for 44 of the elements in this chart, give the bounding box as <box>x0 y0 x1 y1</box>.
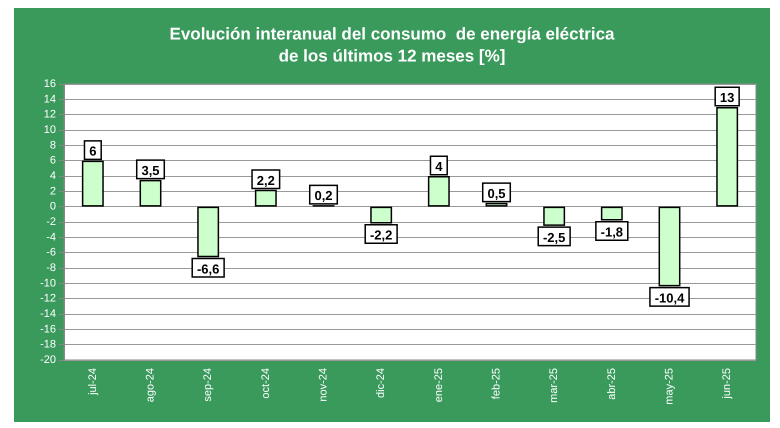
x-tick-label: jun-25 <box>721 368 734 400</box>
y-tick-label: 0 <box>50 200 56 213</box>
data-label: -1,8 <box>600 224 624 240</box>
y-tick-label: -8 <box>46 262 56 274</box>
x-tick-label: nov-24 <box>318 368 330 402</box>
y-tick-label: 2 <box>50 185 56 198</box>
x-tick-label: feb-25 <box>490 368 502 400</box>
data-label: -2,5 <box>542 230 566 245</box>
y-tick-label: -2 <box>46 216 56 228</box>
data-label: 4 <box>435 159 444 174</box>
data-label: 13 <box>720 90 734 105</box>
y-tick-label: 10 <box>44 124 56 136</box>
data-label: -6,6 <box>196 261 220 276</box>
y-tick-label: 16 <box>44 78 56 90</box>
x-tick-label: oct-24 <box>260 368 272 399</box>
x-tick-label: ene-25 <box>432 368 445 402</box>
x-tick-label: mar-25 <box>548 368 560 403</box>
data-label: -2,2 <box>370 228 392 243</box>
y-tick-label: 8 <box>50 139 56 152</box>
data-label: 2,2 <box>256 172 275 188</box>
y-tick-label: -6 <box>46 246 56 259</box>
y-tick-label: 14 <box>44 93 56 106</box>
y-tick-label: 6 <box>50 154 56 167</box>
chart-title: Evolución interanual del consumo de energía eléctrica de los últimos 12 meses [%] <box>170 24 616 66</box>
data-label: -10,4 <box>654 290 686 306</box>
y-tick-label: -20 <box>40 354 56 366</box>
data-label: 0,2 <box>314 188 333 204</box>
x-tick-label: abr-25 <box>606 368 618 400</box>
y-tick-label: -14 <box>40 308 56 320</box>
data-label: 6 <box>89 144 96 159</box>
y-tick-label: -18 <box>40 338 56 351</box>
y-tick-label: -12 <box>40 292 56 305</box>
y-tick-label: -4 <box>46 231 56 244</box>
data-label: 3,5 <box>141 162 160 178</box>
y-tick-label: 12 <box>44 108 56 121</box>
y-tick-label: -10 <box>40 277 56 290</box>
x-tick-label: may-25 <box>664 368 676 405</box>
x-tick-label: jul-24 <box>86 368 99 396</box>
x-tick-label: sep-24 <box>202 368 214 402</box>
y-tick-label: -16 <box>40 323 56 336</box>
x-tick-label: ago-24 <box>144 368 156 402</box>
data-label: 0,5 <box>487 186 506 201</box>
x-tick-label: dic-24 <box>375 368 388 398</box>
y-tick-label: 4 <box>50 170 56 182</box>
